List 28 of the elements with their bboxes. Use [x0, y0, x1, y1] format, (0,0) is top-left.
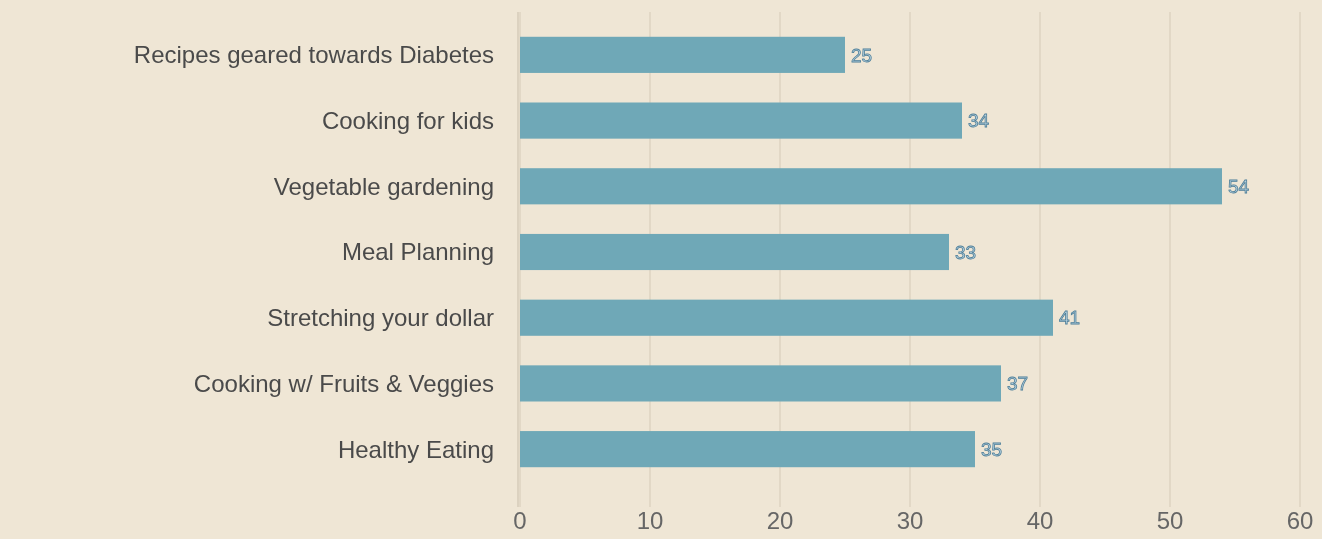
data-label: 35	[981, 438, 1003, 460]
data-label: 33	[955, 241, 977, 263]
x-tick-label: 0	[513, 507, 527, 534]
data-label: 54	[1228, 175, 1250, 197]
y-tick-label: Stretching your dollar	[267, 304, 495, 332]
x-tick-label: 10	[636, 507, 664, 534]
bar	[520, 36, 845, 73]
bar	[520, 233, 949, 271]
y-tick-label: Vegetable gardening	[273, 172, 494, 200]
x-tick-label: 50	[1156, 507, 1184, 534]
bar	[520, 102, 962, 139]
data-label: 25	[851, 44, 873, 66]
y-tick-label: Cooking for kids	[321, 106, 494, 134]
y-tick-label: Cooking w/ Fruits & Veggies	[193, 369, 494, 397]
y-tick-label: Healthy Eating	[337, 435, 494, 463]
bar	[520, 365, 1001, 402]
x-tick-label: 30	[896, 507, 924, 534]
data-label: 41	[1059, 307, 1081, 329]
bar	[520, 168, 1222, 205]
bar	[520, 299, 1053, 336]
x-tick-label: 60	[1286, 507, 1314, 534]
x-tick-label: 20	[766, 507, 794, 534]
y-tick-label: Recipes geared towards Diabetes	[133, 41, 494, 69]
y-tick-label: Meal Planning	[341, 238, 494, 266]
bar	[520, 431, 975, 468]
data-label: 37	[1007, 373, 1029, 395]
data-label: 34	[968, 110, 990, 132]
x-tick-label: 40	[1026, 507, 1054, 534]
